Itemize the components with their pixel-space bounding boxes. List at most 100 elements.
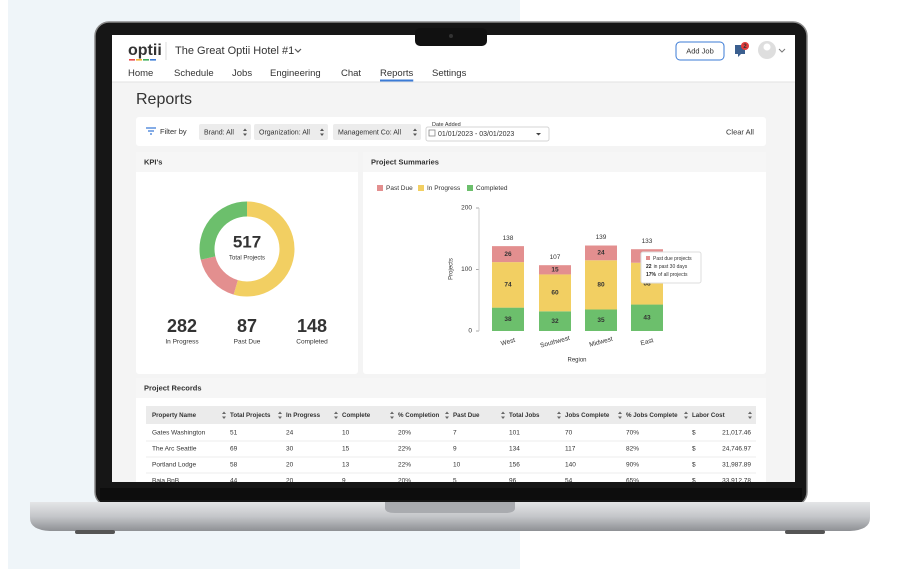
date-range[interactable]: 01/01/2023 - 03/01/2023 <box>438 131 514 138</box>
avatar-chevron[interactable] <box>778 48 786 53</box>
nav-item[interactable]: Chat <box>341 68 361 79</box>
table-column-header[interactable]: Complete <box>342 412 371 419</box>
bar-segment <box>492 262 524 308</box>
sort-icon[interactable] <box>334 411 338 420</box>
nav-item[interactable]: Engineering <box>270 68 321 79</box>
foot <box>785 530 825 534</box>
filter-dropdown-label[interactable]: Brand: All <box>204 129 234 136</box>
table-column-header[interactable]: Jobs Complete <box>565 412 610 419</box>
filter-icon[interactable] <box>146 127 156 135</box>
filter-dropdown-label[interactable]: Management Co: All <box>338 129 401 136</box>
clear-all[interactable]: Clear All <box>726 127 754 136</box>
bar-segment <box>585 260 617 310</box>
card <box>136 378 766 482</box>
sort-icon[interactable] <box>278 411 282 420</box>
table-cell: 30 <box>286 446 294 453</box>
sort-icon[interactable] <box>684 411 688 420</box>
logo-accent <box>143 59 149 61</box>
nav-item[interactable]: Home <box>128 68 153 79</box>
sort-icon[interactable] <box>501 411 505 420</box>
bar-segment <box>492 307 524 331</box>
bar-value-label: 15 <box>551 267 559 274</box>
dropdown-arrows <box>320 128 324 136</box>
nav-item[interactable]: Settings <box>432 68 467 79</box>
nav-active-underline <box>380 79 414 82</box>
table-cell: 9 <box>453 446 457 453</box>
x-tick-label: West <box>500 337 516 348</box>
bar-total-label: 139 <box>596 234 607 241</box>
x-axis-label: Region <box>567 358 586 364</box>
bar-segment <box>585 245 617 261</box>
table-cell: 69 <box>230 446 238 453</box>
card-header <box>136 152 358 172</box>
table-column-header[interactable]: % Jobs Complete <box>626 412 678 419</box>
filter-dropdown[interactable] <box>199 124 251 140</box>
logo-accent <box>136 59 142 61</box>
date-range-input[interactable] <box>425 126 550 142</box>
table-column-header[interactable]: Total Jobs <box>509 412 540 419</box>
card <box>363 152 766 374</box>
nav-item[interactable]: Reports <box>380 68 414 79</box>
filter-dropdown[interactable] <box>254 124 328 140</box>
sort-icon[interactable] <box>445 411 449 420</box>
bar-value-label: 43 <box>643 314 651 321</box>
card-title: KPI's <box>144 157 162 166</box>
sort-icon[interactable] <box>618 411 622 420</box>
legend-swatch <box>467 185 473 191</box>
sort-icon[interactable] <box>222 411 226 420</box>
legend-swatch <box>418 185 424 191</box>
add-job-button[interactable] <box>675 41 725 61</box>
notification-badge <box>741 42 749 50</box>
hotel-chevron[interactable] <box>294 48 302 53</box>
table-cell: 15 <box>342 446 350 453</box>
tooltip-text: in past 30 days <box>654 264 688 270</box>
hotel-name[interactable]: The Great Optii Hotel #1 <box>175 45 294 57</box>
sort-icon[interactable] <box>390 411 394 420</box>
donut-segment <box>199 201 248 260</box>
sort-icon[interactable] <box>748 411 752 420</box>
bar-segment <box>539 311 571 331</box>
table-column-header[interactable]: Total Projects <box>230 412 271 419</box>
table-column-header[interactable]: % Completion <box>398 412 439 419</box>
bar-segment <box>539 265 571 275</box>
kpi-value: 282 <box>167 316 197 336</box>
table-cell: 20% <box>398 430 411 437</box>
donut-center-value: 517 <box>233 232 261 251</box>
table-cell: 22% <box>398 462 411 469</box>
nav-item[interactable]: Jobs <box>232 68 252 79</box>
filter-dropdown[interactable] <box>333 124 421 140</box>
tooltip-title: Past due projects <box>653 256 692 262</box>
table-cell: Gates Washington <box>152 430 206 437</box>
screen-content: optii The Great Optii Hotel #1 Add Job 2 Hom… <box>112 41 795 485</box>
table-cell: 33,912.78 <box>722 478 751 485</box>
date-dropdown-arrow <box>536 133 541 136</box>
table-column-header[interactable]: Past Due <box>453 412 480 419</box>
table-cell: The Arc Seattle <box>152 446 197 453</box>
table-column-header[interactable]: Labor Cost <box>692 412 725 419</box>
table-column-header[interactable]: In Progress <box>286 412 321 419</box>
tooltip <box>640 251 702 284</box>
table-column-header[interactable]: Property Name <box>152 412 197 419</box>
add-job-label[interactable]: Add Job <box>686 46 714 55</box>
table-cell: 140 <box>565 462 576 469</box>
legend-label: Past Due <box>386 185 413 192</box>
table-cell: $ <box>692 430 696 437</box>
table-cell: $ <box>692 478 696 485</box>
bar-value-label: 35 <box>597 317 605 324</box>
camera <box>449 34 453 38</box>
card-header <box>136 378 766 398</box>
sort-icon[interactable] <box>557 411 561 420</box>
dropdown-arrows <box>413 128 417 136</box>
bar-segment <box>585 309 617 331</box>
tooltip-line: 17% of all projects <box>646 272 688 278</box>
nav-item[interactable]: Schedule <box>174 68 214 79</box>
table-cell: 51 <box>230 430 238 437</box>
y-tick-label: 200 <box>461 205 472 212</box>
y-tick-label: 0 <box>468 328 472 335</box>
table-cell: 70% <box>626 430 639 437</box>
filter-dropdown-label[interactable]: Organization: All <box>259 129 310 136</box>
table-cell: 10 <box>342 430 350 437</box>
table-cell: 20 <box>286 462 294 469</box>
table-cell: 20 <box>286 478 294 485</box>
